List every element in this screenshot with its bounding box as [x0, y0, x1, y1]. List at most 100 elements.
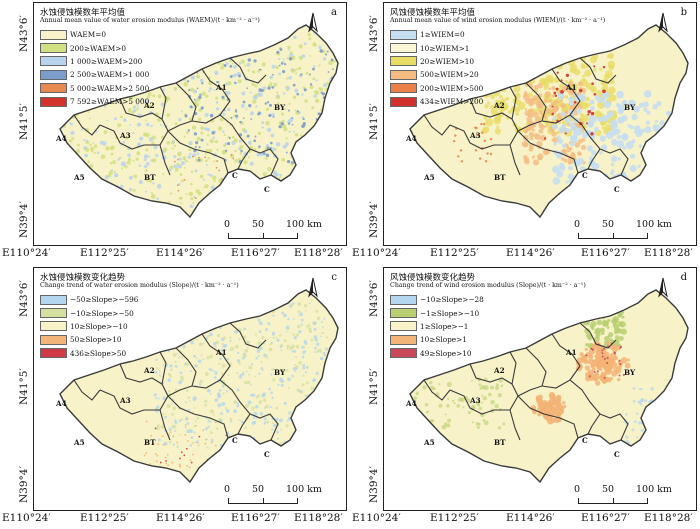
latitude-tick-label: N43°6′	[18, 280, 30, 317]
region-label-c1: C	[582, 171, 588, 180]
district-border	[73, 114, 101, 136]
district-border	[599, 148, 629, 176]
north-arrow-icon	[659, 278, 663, 296]
panel-letter: b	[680, 7, 687, 18]
latitude-tick-label: N39°4′	[368, 201, 380, 238]
region-label-a2: A2	[144, 101, 155, 110]
legend-swatch	[390, 348, 417, 359]
region-label-c: C	[614, 185, 620, 194]
legend-swatch	[390, 29, 417, 40]
region-label-a4: A4	[406, 134, 417, 143]
boundary-outline	[409, 289, 689, 484]
region-label-a1: A1	[216, 348, 227, 357]
scale-label: 50	[252, 484, 265, 495]
north-arrow-icon	[659, 13, 663, 31]
latitude-tick-label: N39°4′	[18, 201, 30, 238]
legend-swatch	[40, 96, 67, 107]
district-border	[449, 124, 510, 150]
legend-label: 7 592≥WAEM>5 000	[70, 97, 150, 107]
district-border	[423, 114, 451, 136]
scale-label: 0	[574, 219, 581, 230]
scale-bar	[578, 498, 648, 504]
district-border	[99, 124, 160, 150]
region-label-a3: A3	[470, 131, 481, 140]
region-label-a3: A3	[120, 131, 131, 140]
region-label-a4: A4	[56, 399, 67, 408]
legend-item: 1≥Slope>−1	[390, 320, 484, 333]
legend-swatch	[390, 334, 417, 345]
north-arrow-icon	[309, 278, 313, 296]
region-label-a1: A1	[566, 348, 577, 357]
region-label-a2: A2	[494, 101, 505, 110]
legend-label: 10≥Slope>1	[420, 335, 467, 345]
scale-bar-tick	[613, 233, 614, 238]
longitude-tick-label: E112°25′	[80, 247, 129, 259]
region-label-c: C	[264, 185, 270, 194]
panel-title-cn: 风蚀侵蚀模数变化趋势	[390, 273, 476, 283]
district-border	[517, 395, 579, 439]
panel-letter: c	[331, 272, 337, 283]
scale-bar-tick	[613, 498, 614, 503]
district-border	[119, 363, 163, 385]
scale-bar	[228, 498, 298, 504]
region-label-bt: BT	[494, 173, 506, 182]
district-border	[469, 363, 513, 385]
region-label-c1: C	[582, 436, 588, 445]
legend-swatch	[40, 83, 67, 94]
legend-item: 1 000≥WAEM>200	[40, 55, 149, 68]
legend-item: 500≥WIEM>20	[390, 68, 483, 81]
legend: −50≥Slope>−596 −10≥Slope>−50 10≥Slope>−10 5…	[40, 293, 138, 360]
region-label-a4: A4	[56, 134, 67, 143]
legend-swatch	[390, 294, 417, 305]
legend-item: 10≥WIEM>1	[390, 41, 483, 54]
legend-item: 7 592≥WAEM>5 000	[40, 95, 149, 108]
map-frame: 风蚀侵蚀模数年平均值 Annual mean value of wind ero…	[383, 2, 697, 246]
district-border	[541, 379, 601, 435]
legend-swatch	[40, 334, 67, 345]
district-border	[229, 322, 267, 349]
legend-item: 200≥WIEM>500	[390, 82, 483, 95]
legend-label: 5 000≥WAEM>2 500	[70, 83, 150, 93]
legend-item: −10≥Slope>−28	[390, 293, 484, 306]
legend-label: 200≥WAEM>0	[70, 43, 127, 53]
longitude-tick-label: E116°27′	[581, 247, 630, 259]
legend-swatch	[390, 69, 417, 80]
panel-wind-erosion-mean: 风蚀侵蚀模数年平均值 Annual mean value of wind ero…	[350, 0, 700, 265]
district-border	[167, 395, 229, 439]
map-svg	[409, 12, 689, 219]
map-svg	[59, 12, 339, 219]
latitude-tick-label: N39°4′	[18, 466, 30, 503]
district-border	[249, 148, 279, 176]
legend-label: 1≥WIEM=0	[420, 30, 465, 40]
legend-swatch	[390, 83, 417, 94]
region-label-bt: BT	[144, 438, 156, 447]
district-border	[509, 86, 521, 176]
panel-title-en: Annual mean value of wind erosion modulu…	[390, 17, 606, 24]
district-border	[423, 379, 451, 401]
region-label-bt: BT	[494, 438, 506, 447]
district-border	[167, 130, 229, 174]
panel-title-cn: 水蚀侵蚀模数变化趋势	[40, 273, 126, 283]
legend-item: 50≥Slope>10	[40, 333, 138, 346]
legend-label: 500≥WIEM>20	[420, 70, 479, 80]
boundary-outline	[59, 24, 339, 219]
legend-item: 434≥WIEM>200	[390, 95, 483, 108]
region-label-a2: A2	[144, 366, 155, 375]
panel-water-erosion-trend: 水蚀侵蚀模数变化趋势 Change trend of water erosion…	[0, 265, 350, 529]
study-area	[60, 290, 338, 482]
region-label-a2: A2	[494, 366, 505, 375]
scale-label: 0	[224, 484, 231, 495]
legend-swatch	[40, 69, 67, 80]
map-frame: 风蚀侵蚀模数变化趋势 Change trend of wind erosion …	[383, 267, 697, 511]
legend-label: 10≥WIEM>1	[420, 43, 470, 53]
region-label-by: BY	[624, 103, 636, 112]
legend-swatch	[40, 321, 67, 332]
legend-label: −10≥Slope>−28	[420, 295, 484, 305]
legend-item: −1≥Slope>−10	[390, 306, 484, 319]
region-label-c: C	[264, 450, 270, 459]
longitude-tick-label: E110°24′	[2, 247, 51, 259]
longitude-tick-label: E110°24′	[352, 247, 401, 259]
longitude-tick-label: E118°28′	[294, 512, 343, 524]
district-border	[517, 82, 547, 132]
map-frame: 水蚀侵蚀模数年平均值 Annual mean value of water er…	[33, 2, 347, 246]
